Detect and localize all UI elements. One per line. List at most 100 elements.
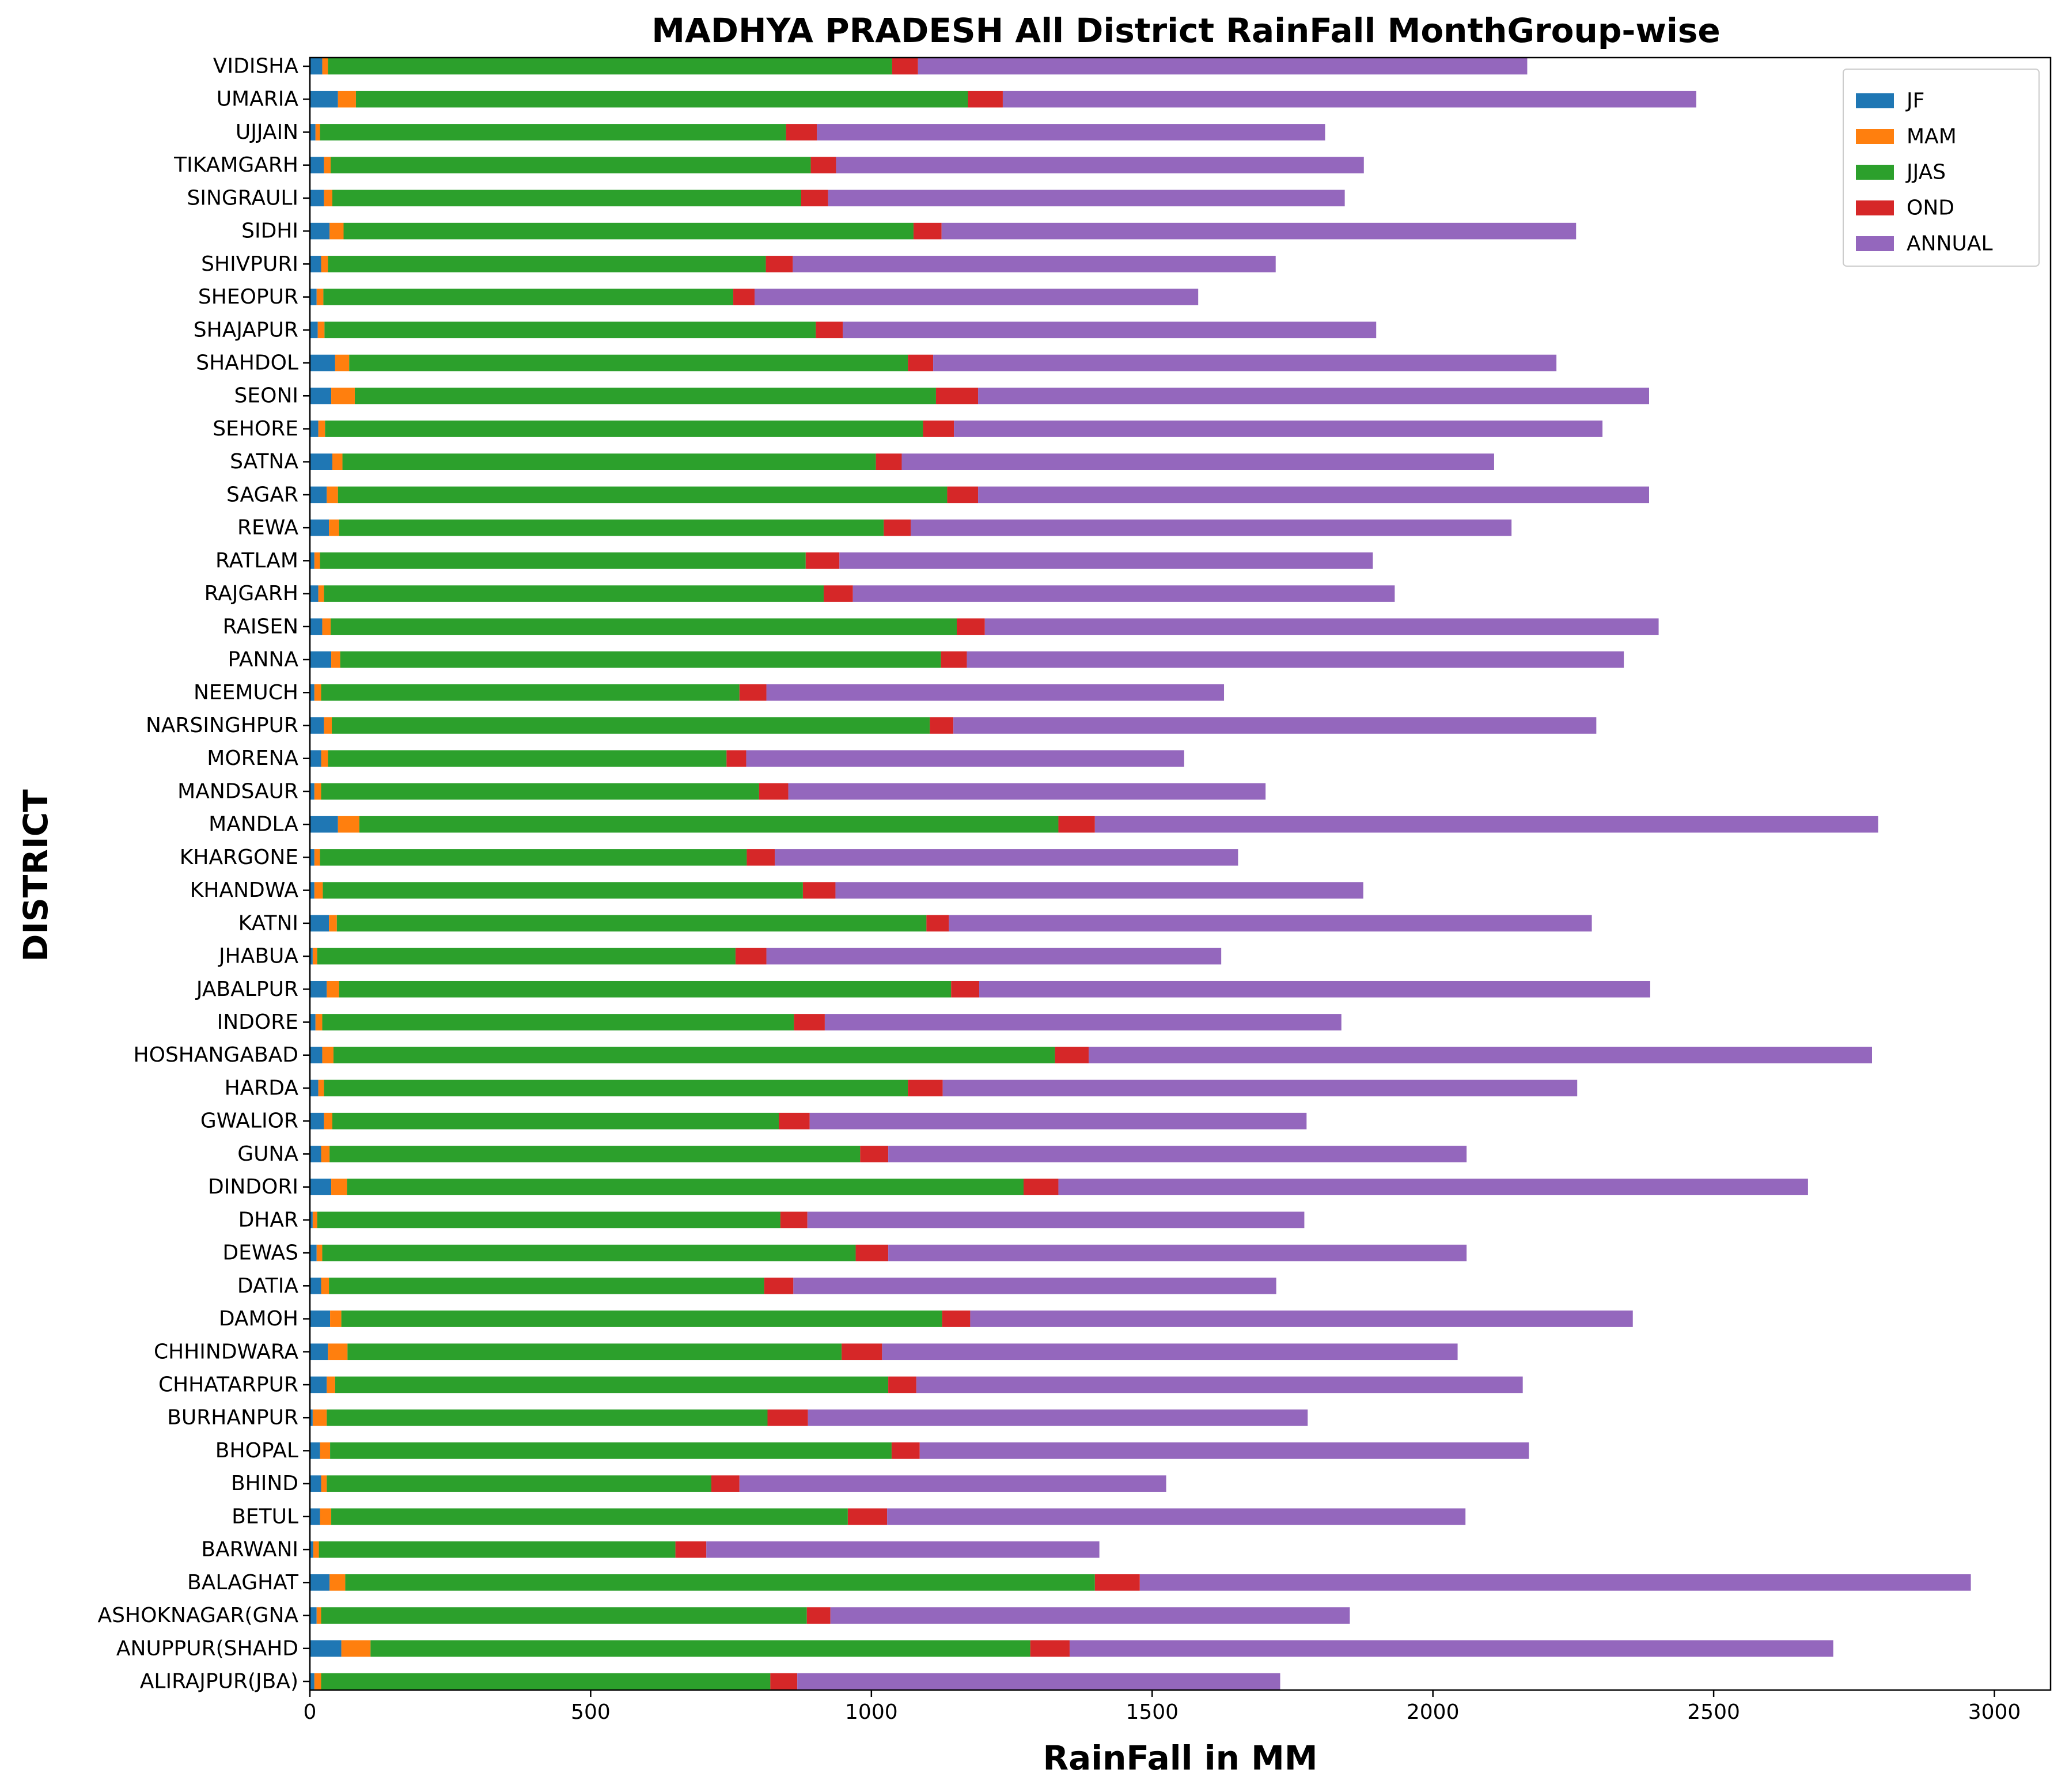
bar-harda-annual [942, 1079, 1578, 1097]
bar-guna-ond [860, 1146, 889, 1162]
bar-khargone-mam [314, 849, 320, 866]
legend-label-annual: ANNUAL [1907, 232, 1993, 256]
y-tick-label: RAJGARH [204, 582, 298, 605]
bar-indore-jf [310, 1014, 316, 1031]
bar-vidisha-jjas [328, 58, 892, 75]
bar-damoh-mam [330, 1310, 342, 1327]
bar-sheopur-jjas [323, 289, 734, 305]
y-tick-label: MANDLA [209, 813, 298, 836]
bar-chhindwara-mam [328, 1343, 348, 1361]
bar-ujjain-ond [786, 124, 817, 141]
y-tick-label: UMARIA [217, 88, 299, 111]
bar-ashoknagar-gna-mam [316, 1607, 321, 1624]
bar-gwalior-jf [310, 1112, 324, 1130]
bar-seoni-jjas [354, 387, 936, 404]
bar-burhanpur-annual [808, 1409, 1308, 1426]
bar-neemuch-jf [310, 684, 314, 701]
y-tick-label: JABALPUR [195, 978, 298, 1001]
bar-gwalior-ond [778, 1112, 810, 1130]
bar-morena-jf [310, 750, 321, 767]
bar-dhar-jjas [317, 1211, 780, 1229]
bar-dindori-annual [1058, 1179, 1808, 1195]
bar-khargone-annual [775, 849, 1238, 866]
bar-barwani-jjas [319, 1541, 676, 1558]
bar-ashoknagar-gna-jf [310, 1607, 317, 1624]
bar-dhar-annual [807, 1211, 1305, 1229]
legend-swatch-jjas [1856, 165, 1894, 180]
bar-vidisha-ond [892, 58, 918, 75]
bar-morena-annual [746, 750, 1184, 767]
y-tick-label: KATNI [238, 911, 298, 935]
bar-rajgarh-ond [823, 585, 853, 602]
y-tick-label: DAMOH [219, 1307, 298, 1331]
chart-title: MADHYA PRADESH All District RainFall Mon… [651, 11, 1720, 50]
bar-satna-mam [332, 453, 343, 470]
bar-shahdol-annual [933, 354, 1557, 372]
bar-shivpuri-mam [321, 256, 328, 272]
y-tick-label: DINDORI [208, 1175, 298, 1199]
bar-narsinghpur-jf [310, 717, 324, 734]
bar-bhind-annual [739, 1475, 1166, 1492]
bar-bhopal-annual [919, 1442, 1529, 1459]
bar-katni-mam [329, 915, 337, 932]
bar-umaria-jf [310, 90, 338, 108]
bar-ratlam-annual [839, 552, 1373, 569]
bar-tikamgarh-mam [324, 157, 331, 173]
bar-neemuch-annual [766, 684, 1225, 701]
bar-barwani-mam [313, 1541, 319, 1558]
bar-raisen-ond [957, 618, 985, 635]
y-tick-label: CHHINDWARA [154, 1340, 298, 1363]
bar-bhind-mam [321, 1475, 327, 1492]
bar-jabalpur-jf [310, 980, 327, 998]
y-tick-label: ANUPPUR(SHAHD [116, 1636, 298, 1660]
bar-umaria-annual [1002, 90, 1696, 108]
bar-indore-ond [794, 1014, 825, 1031]
bar-chhatarpur-ond [888, 1376, 916, 1393]
bar-betul-annual [887, 1508, 1466, 1525]
y-tick-label: HOSHANGABAD [134, 1043, 298, 1067]
bar-guna-annual [888, 1146, 1467, 1162]
bar-narsinghpur-jjas [332, 717, 930, 734]
bar-datia-jjas [329, 1278, 764, 1294]
bar-burhanpur-ond [767, 1409, 808, 1426]
bar-jhabua-mam [312, 948, 317, 965]
bar-betul-ond [847, 1508, 888, 1525]
bar-hoshangabad-ond [1055, 1047, 1089, 1064]
bar-anuppur-shahd-jjas [370, 1640, 1030, 1657]
bar-jhabua-jjas [317, 948, 736, 965]
bar-seoni-jf [310, 387, 332, 404]
bar-indore-jjas [322, 1014, 794, 1031]
bar-panna-ond [941, 651, 967, 668]
bar-shahdol-jf [310, 354, 335, 372]
bar-mandla-jf [310, 816, 338, 833]
bar-datia-annual [793, 1278, 1276, 1294]
y-tick-label: ASHOKNAGAR(GNA [98, 1604, 299, 1627]
bar-dewas-jjas [322, 1244, 856, 1261]
bar-hoshangabad-jf [310, 1047, 323, 1064]
y-tick-label: SATNA [230, 450, 298, 473]
bar-umaria-ond [968, 90, 1003, 108]
bar-dewas-annual [888, 1244, 1467, 1261]
bar-sagar-annual [978, 486, 1649, 503]
bar-raisen-annual [984, 618, 1659, 635]
bar-gwalior-annual [809, 1112, 1307, 1130]
bar-vidisha-annual [918, 58, 1528, 75]
y-tick-label: BHOPAL [215, 1439, 298, 1463]
bar-guna-jf [310, 1146, 321, 1162]
bar-guna-mam [321, 1146, 330, 1162]
bar-narsinghpur-annual [953, 717, 1597, 734]
bar-dindori-ond [1024, 1179, 1059, 1195]
bar-dewas-jf [310, 1244, 317, 1261]
bar-chhindwara-jf [310, 1343, 328, 1361]
bar-burhanpur-jjas [327, 1409, 768, 1426]
bar-harda-jjas [324, 1079, 908, 1097]
bar-alirajpur-jba-jf [310, 1673, 314, 1690]
bar-shivpuri-jf [310, 256, 321, 272]
bar-balaghat-mam [329, 1574, 346, 1591]
bar-harda-ond [908, 1079, 943, 1097]
bar-vidisha-mam [322, 58, 328, 75]
bar-khandwa-jjas [323, 882, 803, 899]
bar-morena-jjas [328, 750, 727, 767]
bar-sidhi-mam [329, 222, 344, 240]
